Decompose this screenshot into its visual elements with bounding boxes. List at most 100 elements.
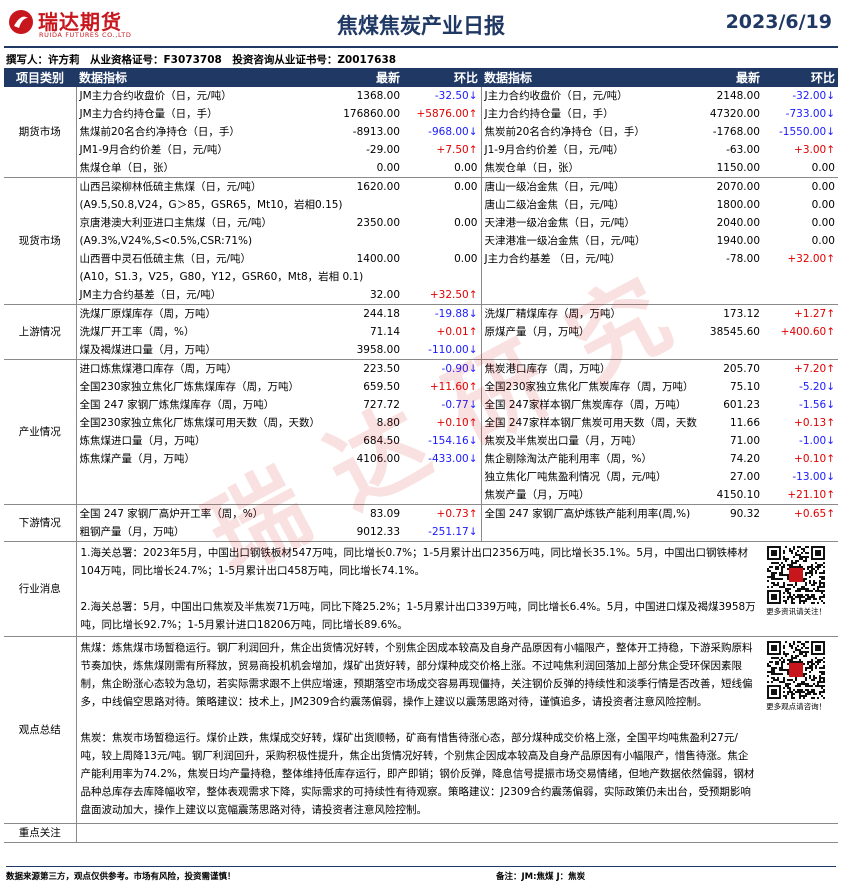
indicator-name: J主力合约收盘价（日，元/吨） [484,90,628,102]
text-cell: 1.海关总署：2023年5月，中国出口钢铁板材547万吨，同比增长0.7%；1-… [76,541,838,637]
change-value: -110.00↓ [403,341,482,360]
latest-value: 38545.60 [709,326,760,338]
indicator-name: J主力合约基差 （日，元/吨） [484,253,621,265]
indicator-note: (A9.5,S0.8,V24，G＞85，GSR65，Mt10，岩相0.15) [76,196,482,214]
logo-icon [9,10,33,34]
table-row: 下游情况 全国 247 家钢厂高炉开工率（周，%） 83.09 +0.73↑ 全国 24… [4,504,838,542]
paragraph: 1.海关总署：2023年5月，中国出口钢铁板材547万吨，同比增长0.7%；1-… [80,547,749,577]
change-value: +7.20↑ [794,363,835,375]
column-header: 最新 [701,68,763,87]
latest-value: 4150.10 [701,486,763,505]
indicator-name: 焦炭产量（月，万吨） [481,486,701,505]
table-row: (A9.5,S0.8,V24，G＞85，GSR65，Mt10，岩相0.15) 唐山… [4,196,838,214]
latest-value: 601.23 [723,399,760,411]
change-value: +21.10↑ [763,486,838,505]
table-row: 炼焦煤产量（月，万吨） 4106.00 -433.00↓ 焦企剔除淘汰产能利用率（周，… [4,450,838,468]
change-value: -733.00↓ [785,108,835,120]
empty-cell [481,341,838,360]
footer: 数据来源第三方，观点仅供参考。市场有风险，投资需谨慎！ 备注：JM:焦煤 J：焦… [6,866,836,882]
change-value: 0.00 [403,177,482,196]
indicator-name: 京唐港澳大利亚进口主焦煤（日，元/吨） [79,217,273,229]
table-body: 期货市场 JM主力合约收盘价（日，元/吨） 1368.00 -32.50↓ J主力合约收… [4,87,838,843]
change-value: +0.01↑ [403,323,482,341]
qr-code [767,546,826,604]
table-row: 山西晋中灵石低硫主焦（日，元/吨） 1400.00 0.00 J主力合约基差 （日，元… [4,250,838,268]
column-header: 项目类别 [4,68,76,87]
indicator-name: 全国230家独立焦化厂炼焦煤可用天数（周，天数） [79,417,321,429]
latest-value: 1368.00 [356,90,400,102]
paragraphs: 焦煤：炼焦煤市场暂稳运行。钢厂利润回升，焦企出货情况好转，个别焦企因成本较高及自… [81,639,759,819]
table-row: 洗煤厂开工率（周，%） 71.14 +0.01↑ 原煤产量（月，万吨） 38545.60… [4,323,838,341]
category: 期货市场 [4,87,77,178]
latest-value: 659.50 [363,381,400,393]
latest-value: -78.00 [726,253,760,265]
indicator-name: 煤及褐煤进口量（月，万吨） [76,341,331,360]
indicator-name: JM主力合约持仓量（日，手） [79,108,218,120]
change-value: -0.77↓ [403,396,482,414]
table-row: 全国 247 家钢厂炼焦煤库存（周，万吨） 727.72 -0.77↓ 全国 247家… [4,396,838,414]
indicator-name: 山西吕梁柳林低硫主焦煤（日，元/吨） [79,181,262,193]
empty-cell [481,286,838,305]
change-value: 0.00 [403,159,482,178]
indicator-name: 全国230家独立焦化厂炼焦煤库存（周，万吨） [79,381,300,393]
table-row: 京唐港澳大利亚进口主焦煤（日，元/吨） 2350.00 0.00 天津港一级冶金焦（日… [4,214,838,232]
text-row: 行业消息 1.海关总署：2023年5月，中国出口钢铁板材547万吨，同比增长0.7… [4,541,838,637]
category: 产业情况 [4,359,77,505]
paragraph: 2.海关总署：5月，中国出口焦炭及半焦炭71万吨，同比下降25.2%；1-5月累… [80,601,756,631]
change-value: +32.00↑ [787,253,835,265]
change-value: -19.88↓ [403,304,482,323]
text-row: 观点总结 焦煤：炼焦煤市场暂稳运行。钢厂利润回升，焦企出货情况好转，个别焦企因成本… [4,636,838,824]
latest-value: 9012.33 [331,523,403,542]
indicator-name: 焦煤前20名合约净持仓（日，手） [79,126,240,138]
indicator-name: 炼焦煤产量（月，万吨） [79,453,196,465]
empty-cell [481,523,838,542]
indicator-name: 独立焦化厂吨焦盈利情况（周，元/吨） [484,471,667,483]
table-row: 焦炭产量（月，万吨） 4150.10 +21.10↑ [4,486,838,505]
latest-value: -1768.00 [712,126,760,138]
indicator-name: 全国 247家样本钢厂焦炭库存（周，万吨） [484,399,687,411]
change-value: 0.00 [403,250,482,268]
indicator-name: J1-9月合约价差（日，元/吨） [484,144,624,156]
latest-value: 32.00 [331,286,403,305]
empty-cell [481,268,838,286]
column-header: 数据指标 [481,68,701,87]
table-row: 全国230家独立焦化厂炼焦煤库存（周，万吨） 659.50 +11.60↑ 全国230… [4,378,838,396]
indicator-note: (A10，S1.3，V25，G80，Y12，GSR60，Mt8，岩相 0.1) [76,268,482,286]
change-value: +0.65↑ [794,508,835,520]
paragraph: 焦煤：炼焦煤市场暂稳运行。钢厂利润回升，焦企出货情况好转，个别焦企因成本较高及自… [80,642,753,708]
change-value: +5876.00↑ [403,105,482,123]
change-value: +3.00↑ [794,144,835,156]
indicator-name: J主力合约持仓量（日，手） [484,108,614,120]
divider [4,46,838,48]
latest-value: 47320.00 [709,108,760,120]
column-header: 数据指标 [76,68,331,87]
table-row: (A9.3%,V24%,S<0.5%,CSR:71%) 天津港准一级冶金焦（日，元… [4,232,838,250]
category: 观点总结 [4,636,77,824]
change-value: 0.00 [403,214,482,232]
header: 瑞达期货 RUIDA FUTURES CO.,LTD 焦煤焦炭产业日报 2023… [0,0,842,46]
indicator-name: 焦炭及半焦炭出口量（月，万吨） [484,435,643,447]
latest-value: 1800.00 [716,199,760,211]
latest-value: 3958.00 [331,341,403,360]
qr-code [767,641,826,699]
category: 重点关注 [4,823,77,843]
table-header: 项目类别 数据指标 最新 环比 数据指标 最新 环比 [4,68,838,87]
latest-value: 173.12 [723,308,760,320]
company-name-en: RUIDA FUTURES CO.,LTD [39,31,132,39]
latest-value: -29.00 [366,144,400,156]
change-value: -154.16↓ [403,432,482,450]
table-row: JM1-9月合约价差（日，元/吨） -29.00 +7.50↑ J1-9月合约价差（日… [4,141,838,159]
change-value: +0.10↑ [794,453,835,465]
latest-value: 75.10 [729,381,760,393]
qr-block: 更多资讯请关注！ [758,544,834,634]
change-value: +400.60↑ [780,326,835,338]
change-value: 0.00 [811,181,835,193]
qr-block: 更多观点请咨询！ [758,639,834,819]
latest-value: 2350.00 [356,217,400,229]
indicator-name: JM主力合约基差（日，元/吨） [76,286,331,305]
latest-value: 2040.00 [716,217,760,229]
indicator-name: 焦炭前20名合约净持仓（日，手） [484,126,645,138]
indicator-name: 洗煤厂精煤库存（周，万吨） [484,308,622,320]
indicator-name: 山西晋中灵石低硫主焦（日，元/吨） [79,253,252,265]
